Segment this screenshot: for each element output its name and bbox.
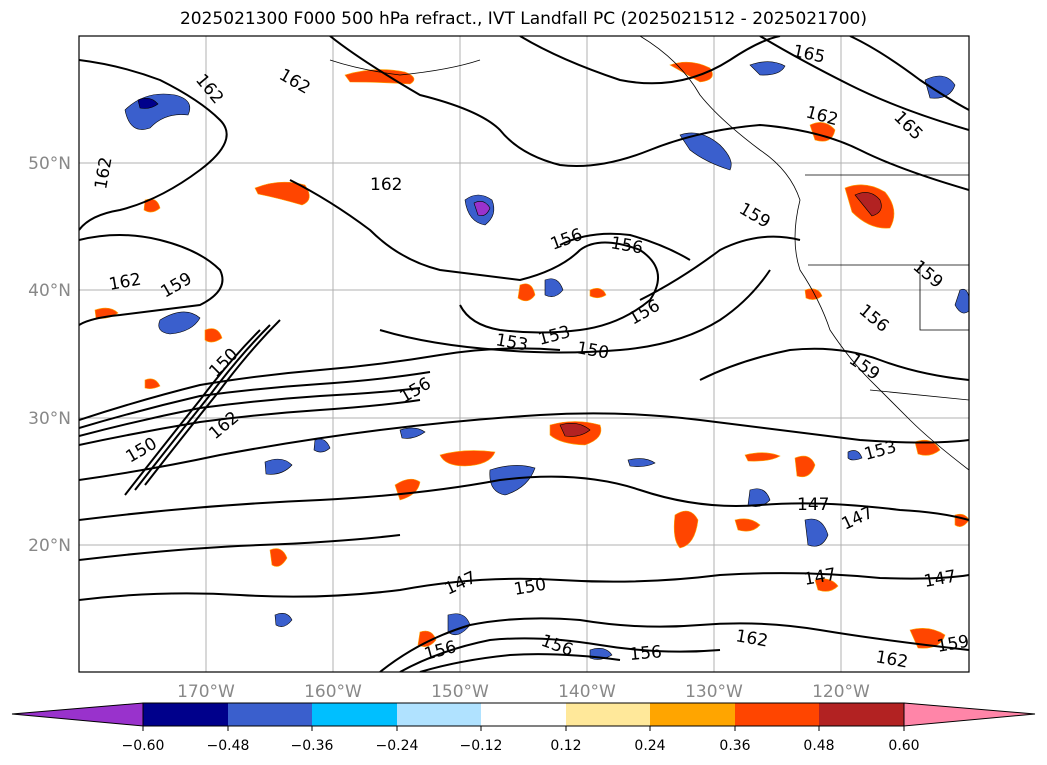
- colorbar-tick: −0.24: [376, 738, 419, 754]
- lon-label-120: 120°W: [812, 682, 870, 702]
- svg-text:147: 147: [797, 495, 829, 515]
- colorbar-tick: −0.60: [122, 738, 165, 754]
- colorbar-tick: 0.48: [803, 738, 834, 754]
- lon-label-140: 140°W: [558, 682, 616, 702]
- colorbar-swatch: [481, 703, 566, 726]
- longitude-labels: 170°W 160°W 150°W 140°W 130°W 120°W: [177, 682, 870, 702]
- lon-label-150: 150°W: [431, 682, 489, 702]
- lat-label-50: 50°N: [28, 154, 71, 174]
- map-panel: 165 165 162 162 162 162 162 162 162 162 …: [79, 36, 969, 672]
- colorbar-swatch: [566, 703, 650, 726]
- colorbar-swatch: [397, 703, 481, 726]
- contour-lines: [79, 36, 969, 672]
- lat-label-20: 20°N: [28, 536, 71, 556]
- colorbar-swatch: [650, 703, 735, 726]
- lon-label-170: 170°W: [177, 682, 235, 702]
- map-title: 2025021300 F000 500 hPa refract., IVT La…: [179, 9, 867, 29]
- colorbar-swatch: [228, 703, 312, 726]
- lat-label-30: 30°N: [28, 409, 71, 429]
- colorbar-frame: [142, 702, 905, 727]
- colorbar-tick: 0.24: [634, 738, 665, 754]
- colorbar-swatch: [143, 703, 228, 726]
- colorbar-swatch: [819, 703, 904, 726]
- svg-text:162: 162: [370, 175, 402, 195]
- colorbar-min-extend: [11, 702, 144, 727]
- coastlines: [329, 36, 969, 471]
- latitude-labels: 50°N 40°N 30°N 20°N: [28, 154, 71, 556]
- colorbar-tick: −0.36: [291, 738, 334, 754]
- colorbar-tick: 0.60: [888, 738, 919, 754]
- colorbar-max-extend: [903, 702, 1036, 727]
- svg-text:156: 156: [629, 642, 663, 665]
- svg-text:162: 162: [874, 647, 909, 672]
- colorbar-tick: −0.12: [460, 738, 503, 754]
- lon-label-160: 160°W: [304, 682, 362, 702]
- colorbar-tick: 0.12: [550, 738, 581, 754]
- lat-label-40: 40°N: [28, 281, 71, 301]
- lon-label-130: 130°W: [685, 682, 743, 702]
- colorbar-swatch: [312, 703, 397, 726]
- colorbar-tick: −0.48: [207, 738, 250, 754]
- colorbar: −0.60 −0.48 −0.36 −0.24 −0.12 0.12 0.24 …: [11, 702, 1036, 754]
- colorbar-tick: 0.36: [719, 738, 750, 754]
- map-frame: [78, 35, 970, 673]
- anomaly-blobs: [94, 61, 969, 660]
- colorbar-swatch: [735, 703, 819, 726]
